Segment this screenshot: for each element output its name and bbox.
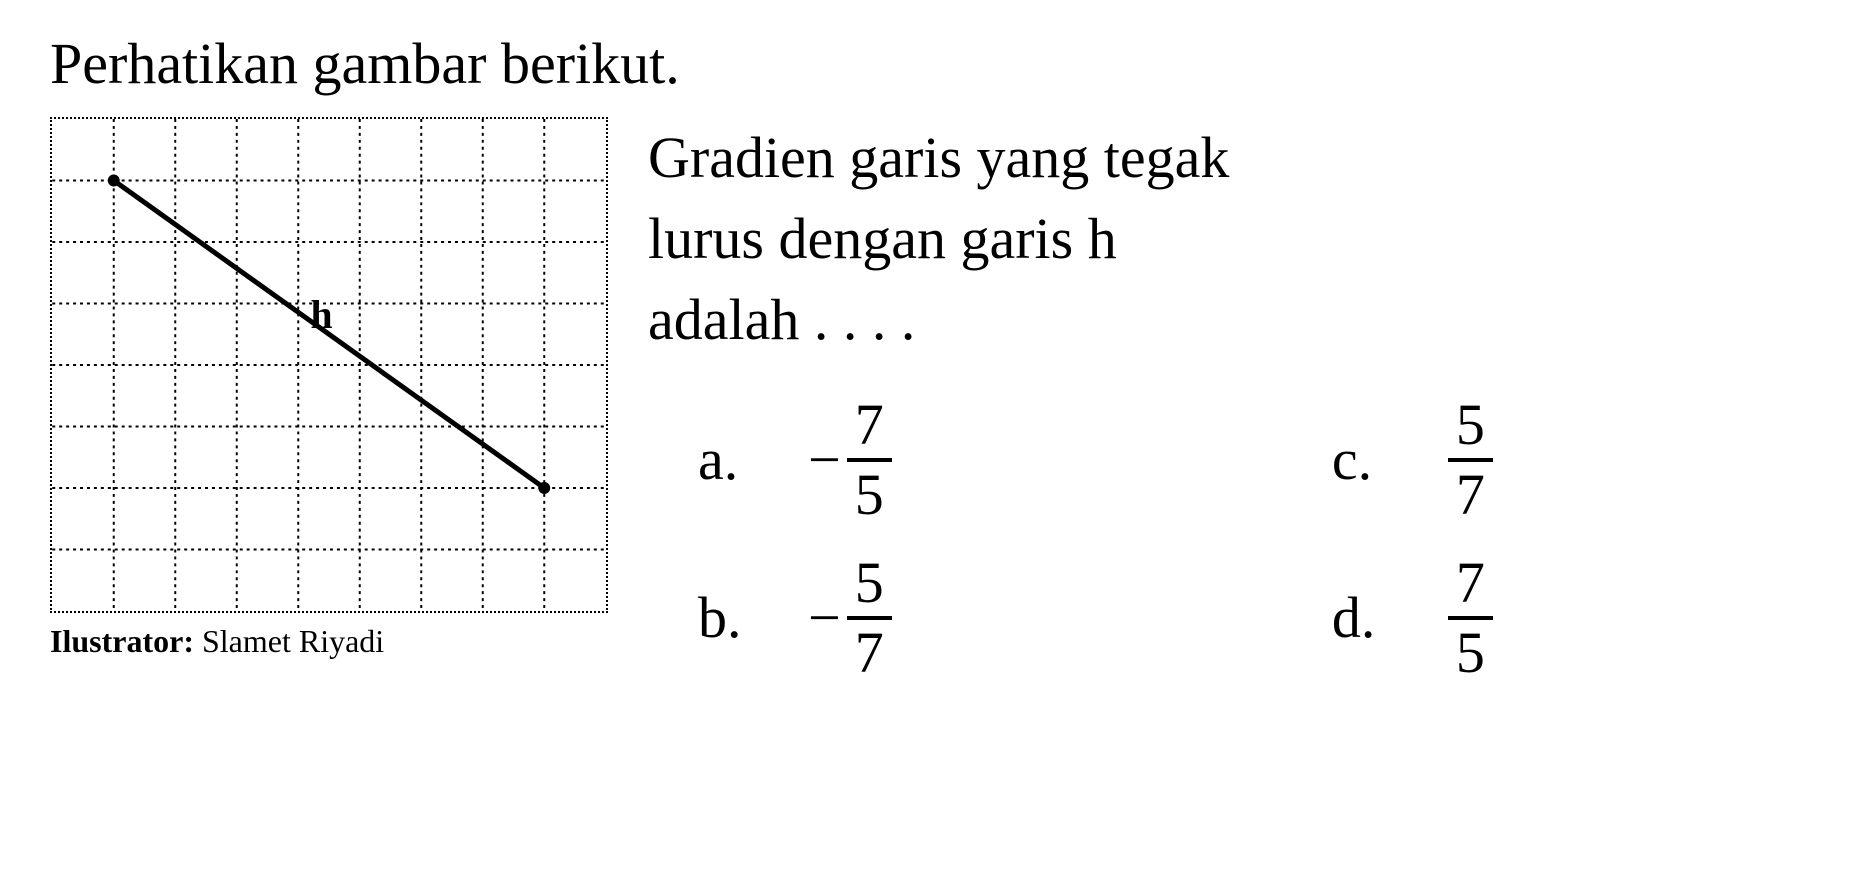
right-column: Gradien garis yang tegak lurus dengan ga… — [648, 117, 1813, 682]
option-a-letter: a. — [698, 426, 758, 493]
option-d-den: 5 — [1448, 620, 1493, 682]
option-a-fraction: 7 5 — [847, 396, 892, 524]
option-d-num: 7 — [1448, 554, 1493, 620]
question-line-2: lurus dengan garis h — [648, 198, 1813, 279]
illustrator-label: Ilustrator: — [50, 623, 194, 659]
option-b-letter: b. — [698, 584, 758, 651]
option-d-value: 7 5 — [1442, 554, 1493, 682]
option-d-fraction: 7 5 — [1448, 554, 1493, 682]
question-line-1: Gradien garis yang tegak — [648, 117, 1813, 198]
option-d: d. 7 5 — [1332, 554, 1813, 682]
content-row: h Ilustrator: Slamet Riyadi Gradien gari… — [50, 117, 1813, 682]
illustrator-name: Slamet Riyadi — [202, 623, 384, 659]
option-c-num: 5 — [1448, 396, 1493, 462]
options-grid: a. − 7 5 c. 5 7 — [698, 396, 1813, 682]
grid-diagram: h — [50, 117, 608, 613]
question-line-3: adalah . . . . — [648, 279, 1813, 360]
option-c-letter: c. — [1332, 426, 1392, 493]
option-b-num: 5 — [847, 554, 892, 620]
left-column: h Ilustrator: Slamet Riyadi — [50, 117, 608, 660]
svg-text:h: h — [311, 293, 333, 337]
option-b-value: − 5 7 — [808, 554, 892, 682]
illustrator-credit: Ilustrator: Slamet Riyadi — [50, 623, 608, 660]
page-container: Perhatikan gambar berikut. h Ilustrator:… — [50, 30, 1813, 682]
question-text: Gradien garis yang tegak lurus dengan ga… — [648, 117, 1813, 361]
option-b-sign: − — [808, 584, 841, 651]
option-a: a. − 7 5 — [698, 396, 1212, 524]
option-a-sign: − — [808, 426, 841, 493]
option-d-letter: d. — [1332, 584, 1392, 651]
option-c-den: 7 — [1448, 462, 1493, 524]
option-a-den: 5 — [847, 462, 892, 524]
page-title: Perhatikan gambar berikut. — [50, 30, 1813, 97]
option-c-value: 5 7 — [1442, 396, 1493, 524]
option-b: b. − 5 7 — [698, 554, 1212, 682]
option-b-fraction: 5 7 — [847, 554, 892, 682]
option-c-fraction: 5 7 — [1448, 396, 1493, 524]
option-c: c. 5 7 — [1332, 396, 1813, 524]
option-a-num: 7 — [847, 396, 892, 462]
option-a-value: − 7 5 — [808, 396, 892, 524]
option-b-den: 7 — [847, 620, 892, 682]
